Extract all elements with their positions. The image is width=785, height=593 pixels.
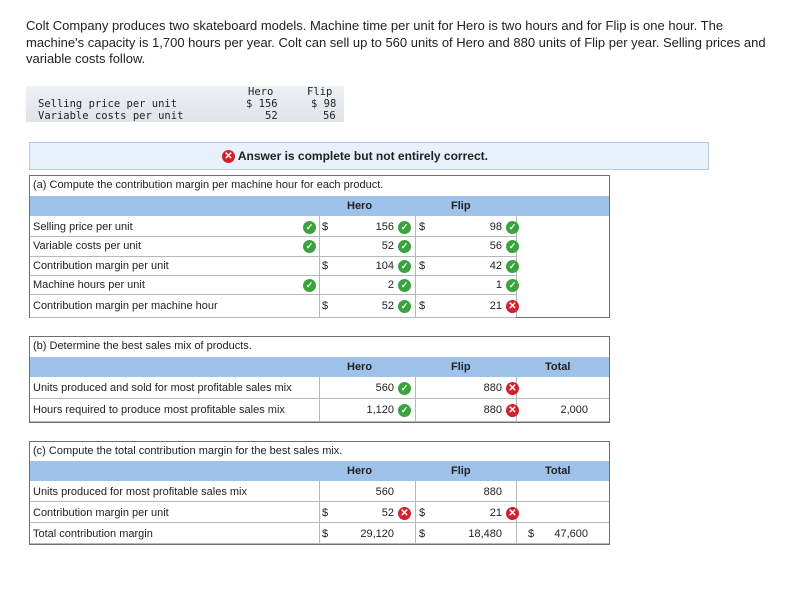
- part-a-flip-cm-per-hour[interactable]: 21: [489, 300, 502, 312]
- part-b-hero-hours[interactable]: 1,120: [366, 404, 394, 416]
- part-a-flip-selling-price[interactable]: 98: [489, 221, 502, 233]
- given-header-flip: Flip: [307, 86, 333, 98]
- part-b-header-hero: Hero: [347, 361, 373, 373]
- part-b-header-total: Total: [545, 361, 571, 373]
- given-row1-flip: $ 98: [311, 98, 337, 110]
- given-row2-flip: 56: [323, 110, 336, 122]
- answer-status-text: Answer is complete but not entirely corr…: [237, 149, 488, 163]
- x-circle-icon: ✕: [506, 507, 519, 520]
- check-circle-icon: ✓: [506, 279, 519, 292]
- dollar-sign: $: [322, 528, 329, 540]
- problem-statement: Colt Company produces two skateboard mod…: [26, 18, 766, 66]
- dollar-sign: $: [322, 300, 329, 312]
- given-row2-hero: 52: [265, 110, 278, 122]
- given-row2-label: Variable costs per unit: [38, 110, 184, 122]
- part-a-hero-contribution-margin[interactable]: 104: [375, 260, 394, 272]
- dollar-sign: $: [419, 528, 426, 540]
- part-a-hero-machine-hours[interactable]: 2: [387, 279, 394, 291]
- dollar-sign: $: [419, 507, 426, 519]
- part-b-flip-units[interactable]: 880: [483, 382, 502, 394]
- part-c-header-band: [30, 461, 609, 481]
- check-circle-icon: ✓: [398, 260, 411, 273]
- part-a-title: (a) Compute the contribution margin per …: [33, 179, 384, 191]
- part-c-hero-cm-per-unit[interactable]: 52: [381, 507, 394, 519]
- dollar-sign: $: [322, 507, 329, 519]
- part-c-hero-total-cm[interactable]: 29,120: [360, 528, 394, 540]
- check-circle-icon: ✓: [303, 240, 316, 253]
- check-circle-icon: ✓: [506, 240, 519, 253]
- part-b-header-flip: Flip: [451, 361, 471, 373]
- part-c-row3-label: Total contribution margin: [33, 528, 153, 540]
- part-c-flip-cm-per-unit[interactable]: 21: [489, 507, 502, 519]
- check-circle-icon: ✓: [303, 221, 316, 234]
- part-c-row1-label: Units produced for most profitable sales…: [33, 486, 247, 498]
- part-a-flip-variable-costs[interactable]: 56: [489, 240, 502, 252]
- x-circle-icon: ✕: [398, 507, 411, 520]
- part-b-total-hours[interactable]: 2,000: [560, 404, 588, 416]
- part-a-hero-variable-costs[interactable]: 52: [381, 240, 394, 252]
- x-circle-icon: ✕: [506, 404, 519, 417]
- check-circle-icon: ✓: [398, 221, 411, 234]
- check-circle-icon: ✓: [398, 404, 411, 417]
- dollar-sign: $: [322, 221, 329, 233]
- part-a-row3-label: Contribution margin per unit: [33, 260, 169, 272]
- answer-status: ✕ Answer is complete but not entirely co…: [222, 149, 488, 164]
- part-c-header-flip: Flip: [451, 465, 471, 477]
- check-circle-icon: ✓: [398, 382, 411, 395]
- part-a-flip-machine-hours[interactable]: 1: [495, 279, 502, 291]
- part-c-total-cm[interactable]: 47,600: [554, 528, 588, 540]
- part-c-flip-total-cm[interactable]: 18,480: [468, 528, 502, 540]
- given-row1-label: Selling price per unit: [38, 98, 178, 110]
- part-c-row2-label: Contribution margin per unit: [33, 507, 169, 519]
- part-a-header-flip: Flip: [451, 200, 471, 212]
- check-circle-icon: ✓: [398, 240, 411, 253]
- x-circle-icon: ✕: [506, 382, 519, 395]
- part-a-row1-label: Selling price per unit: [33, 221, 133, 233]
- dollar-sign: $: [419, 300, 426, 312]
- part-c-hero-units[interactable]: 560: [375, 486, 394, 498]
- part-b-row1-label: Units produced and sold for most profita…: [33, 382, 292, 394]
- dollar-sign: $: [528, 528, 535, 540]
- dollar-sign: $: [419, 221, 426, 233]
- answer-status-banner: [29, 142, 709, 170]
- check-circle-icon: ✓: [303, 279, 316, 292]
- check-circle-icon: ✓: [398, 279, 411, 292]
- dollar-sign: $: [322, 260, 329, 272]
- part-a-header-band: [30, 196, 609, 216]
- part-c-table: [29, 441, 610, 545]
- part-a-row5-label: Contribution margin per machine hour: [33, 300, 218, 312]
- given-header-hero: Hero: [248, 86, 274, 98]
- x-circle-icon: ✕: [222, 150, 235, 164]
- dollar-sign: $: [419, 260, 426, 272]
- part-a-flip-contribution-margin[interactable]: 42: [489, 260, 502, 272]
- part-b-title: (b) Determine the best sales mix of prod…: [33, 340, 252, 352]
- part-a-hero-selling-price[interactable]: 156: [375, 221, 394, 233]
- x-circle-icon: ✕: [506, 300, 519, 313]
- part-b-hero-units[interactable]: 560: [375, 382, 394, 394]
- part-c-header-total: Total: [545, 465, 571, 477]
- check-circle-icon: ✓: [506, 260, 519, 273]
- part-b-flip-hours[interactable]: 880: [483, 404, 502, 416]
- part-c-flip-units[interactable]: 880: [483, 486, 502, 498]
- part-c-header-hero: Hero: [347, 465, 373, 477]
- check-circle-icon: ✓: [506, 221, 519, 234]
- given-data-table: [26, 86, 344, 122]
- given-row1-hero: $ 156: [246, 98, 278, 110]
- part-a-header-hero: Hero: [347, 200, 373, 212]
- check-circle-icon: ✓: [398, 300, 411, 313]
- part-a-row4-label: Machine hours per unit: [33, 279, 145, 291]
- part-b-header-band: [30, 357, 609, 377]
- part-b-table: [29, 336, 610, 423]
- part-a-row2-label: Variable costs per unit: [33, 240, 142, 252]
- part-c-title: (c) Compute the total contribution margi…: [33, 445, 343, 457]
- part-b-row2-label: Hours required to produce most profitabl…: [33, 404, 285, 416]
- part-a-hero-cm-per-hour[interactable]: 52: [381, 300, 394, 312]
